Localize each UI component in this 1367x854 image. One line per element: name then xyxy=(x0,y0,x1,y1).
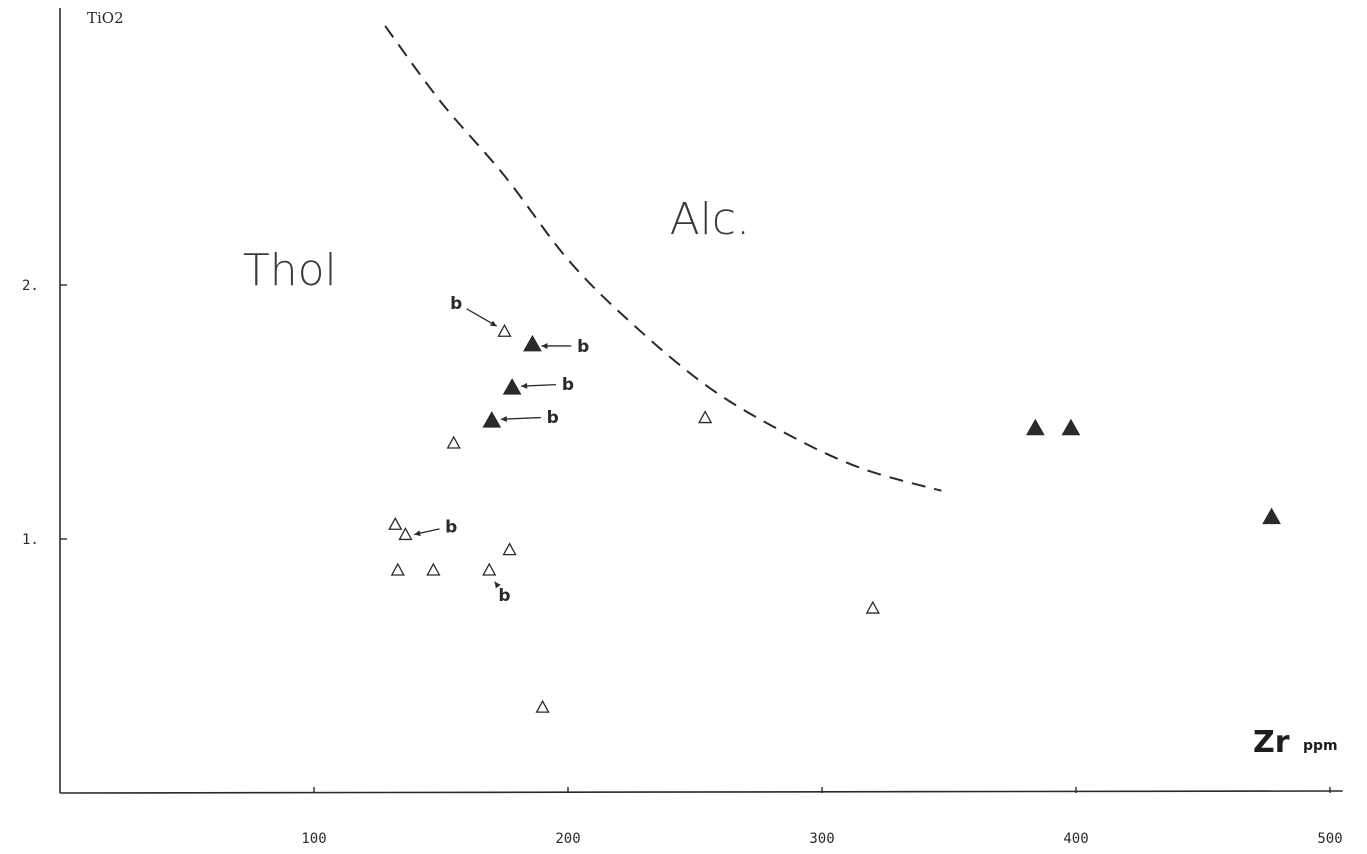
annotation-label: b xyxy=(562,375,574,395)
open-triangle-point xyxy=(698,410,713,424)
x-tick-label: 200 xyxy=(555,831,580,847)
filled-triangle-point xyxy=(1061,418,1081,436)
annotation-arrow xyxy=(500,416,541,420)
y-tick-label: 1. xyxy=(22,532,39,548)
annotation-label: b xyxy=(450,294,462,314)
annotation-arrowhead xyxy=(494,581,501,589)
open-triangle-point xyxy=(497,323,512,337)
annotation-arrowhead xyxy=(500,415,507,422)
filled-triangle-point xyxy=(502,378,522,395)
annotation-arrowhead xyxy=(541,342,548,349)
region-label: Thol xyxy=(243,245,337,296)
open-triangle-point xyxy=(388,516,403,530)
x-axis-label-main: Zr xyxy=(1253,725,1290,760)
open-triangle-point xyxy=(390,562,405,576)
filled-triangle-point xyxy=(1262,507,1281,525)
thol-alc-boundary-curve xyxy=(384,25,942,492)
region-label: Alc. xyxy=(670,194,751,245)
ticks: 100 200 300 400 500 1. 2. xyxy=(22,278,1343,847)
x-axis-line xyxy=(59,790,1343,794)
x-tick-label: 300 xyxy=(809,831,834,847)
x-tick-label: 400 xyxy=(1063,831,1088,847)
open-triangle-point xyxy=(426,562,441,576)
y-tick-label: 2. xyxy=(22,278,39,294)
filled-triangle-point xyxy=(523,334,542,352)
annotation-label: b xyxy=(498,586,510,606)
open-triangle-point xyxy=(446,435,461,449)
filled-triangle-point xyxy=(482,411,502,428)
open-triangle-point xyxy=(502,542,517,556)
annotation-label: b xyxy=(547,408,559,428)
open-triangle-point xyxy=(535,699,550,713)
axes xyxy=(59,8,1343,794)
x-axis-label: Zr ppm xyxy=(1253,725,1338,760)
x-tick-label: 100 xyxy=(301,831,326,847)
annotation-arrowhead xyxy=(521,382,528,389)
open-triangle-point xyxy=(482,562,497,576)
annotation-arrowhead xyxy=(490,320,497,327)
filled-triangle-point xyxy=(1026,418,1045,436)
region-labels: Thol Alc. xyxy=(243,194,750,296)
annotation-label: b xyxy=(577,337,589,357)
x-tick-label: 500 xyxy=(1317,831,1342,847)
x-axis-label-unit: ppm xyxy=(1303,738,1338,754)
open-triangle-point xyxy=(398,527,413,541)
open-triangle-point xyxy=(865,600,880,614)
y-axis-label: TiO2 xyxy=(87,9,124,27)
annotation-arrowhead xyxy=(414,530,421,537)
annotation-label: b xyxy=(445,517,457,537)
data-points xyxy=(388,323,1281,713)
